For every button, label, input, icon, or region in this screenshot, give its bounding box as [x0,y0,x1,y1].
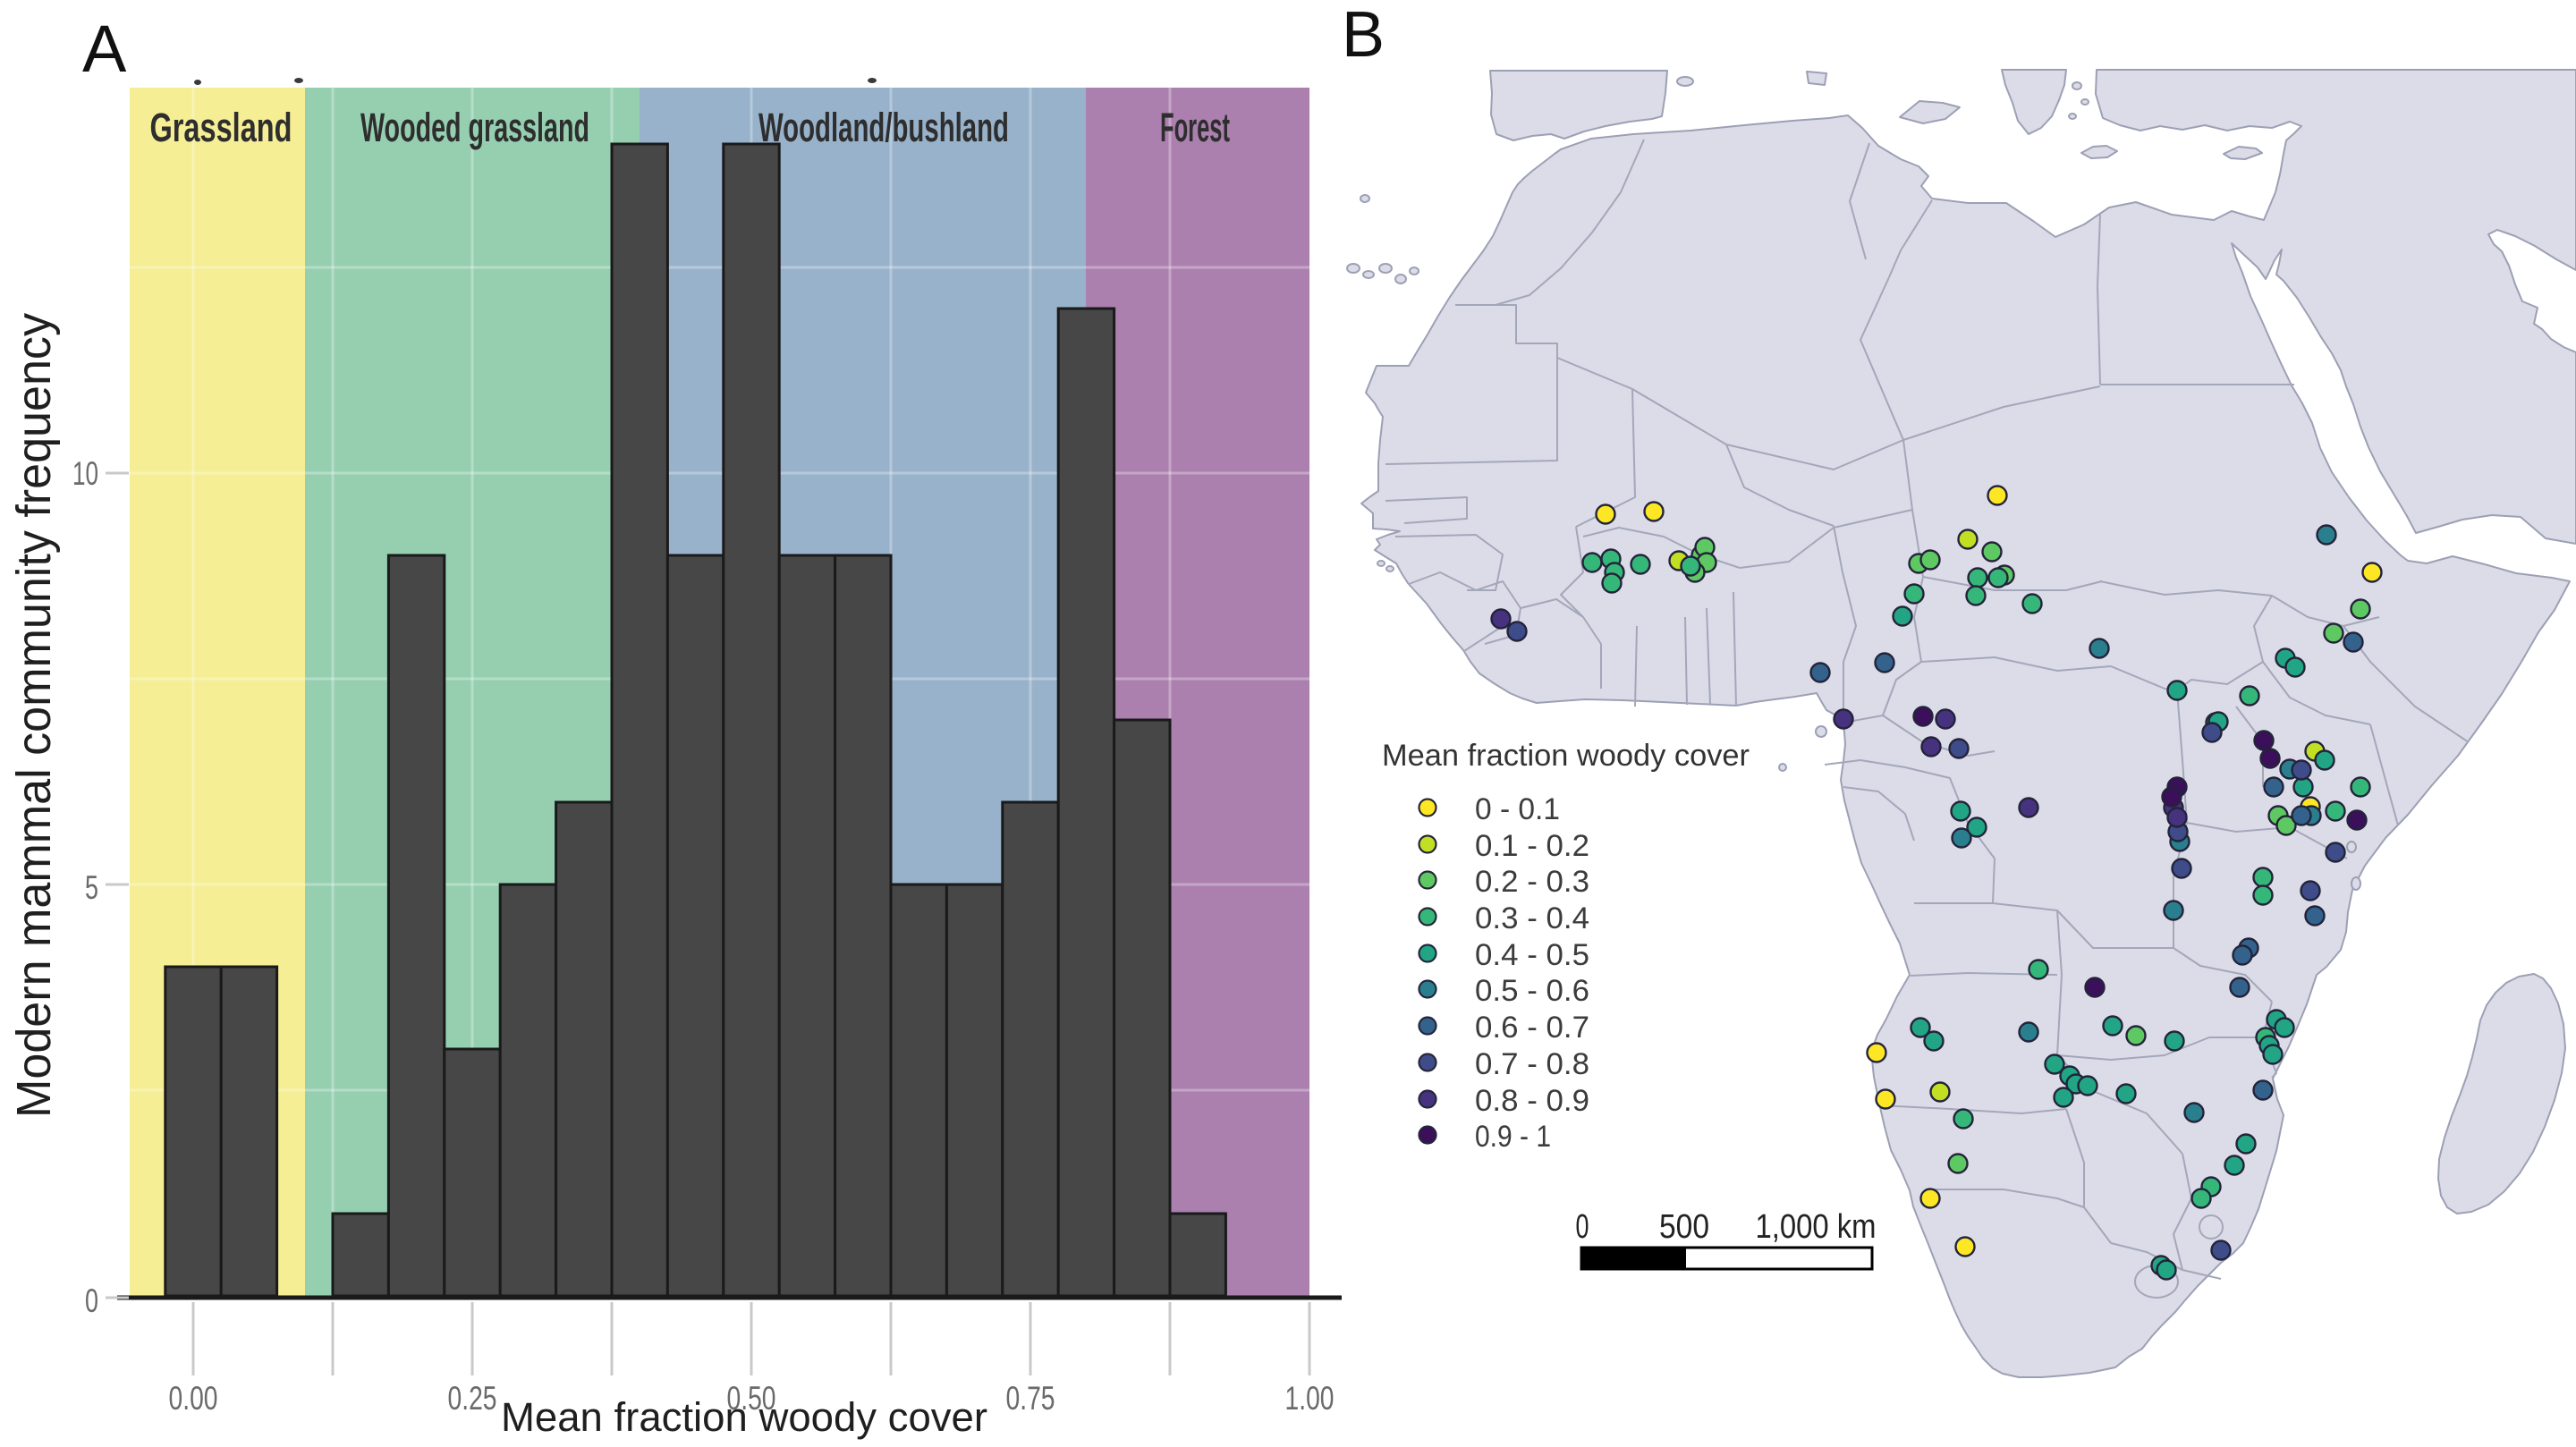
svg-text:0.4 - 0.5: 0.4 - 0.5 [1475,938,1589,972]
svg-text:0.5 - 0.6: 0.5 - 0.6 [1475,974,1589,1008]
svg-text:A: A [82,12,127,86]
svg-text:Mean fraction woody cover: Mean fraction woody cover [501,1394,987,1440]
svg-text:0.75: 0.75 [1006,1380,1055,1417]
svg-text:Forest: Forest [1160,105,1230,150]
svg-text:0.50: 0.50 [727,1380,776,1417]
svg-text:Woodland/bushland: Woodland/bushland [758,105,1009,150]
svg-text:0.3 - 0.4: 0.3 - 0.4 [1475,901,1589,935]
svg-text:0.8 - 0.9: 0.8 - 0.9 [1475,1084,1589,1118]
svg-text:0.00: 0.00 [169,1380,218,1417]
svg-text:0.1 - 0.2: 0.1 - 0.2 [1475,829,1589,863]
svg-text:0.7 - 0.8: 0.7 - 0.8 [1475,1047,1589,1081]
svg-text:0: 0 [1576,1208,1589,1246]
svg-text:Grassland: Grassland [150,105,292,150]
svg-text:0.2 - 0.3: 0.2 - 0.3 [1475,865,1589,899]
svg-text:Modern mammal community freque: Modern mammal community frequency [7,313,61,1118]
svg-text:Mean fraction woody cover: Mean fraction woody cover [1382,739,1750,773]
svg-text:5: 5 [85,869,98,906]
svg-text:0.6 - 0.7: 0.6 - 0.7 [1475,1011,1589,1045]
svg-text:1.00: 1.00 [1285,1380,1335,1417]
svg-text:500: 500 [1659,1208,1709,1246]
svg-text:0.9 - 1: 0.9 - 1 [1475,1120,1551,1154]
svg-text:Wooded grassland: Wooded grassland [360,105,589,150]
svg-text:0.25: 0.25 [448,1380,497,1417]
svg-text:0 - 0.1: 0 - 0.1 [1475,792,1560,826]
svg-text:B: B [1342,0,1385,71]
svg-text:0: 0 [85,1282,98,1319]
svg-text:1,000 km: 1,000 km [1756,1208,1877,1246]
svg-text:10: 10 [72,455,98,492]
